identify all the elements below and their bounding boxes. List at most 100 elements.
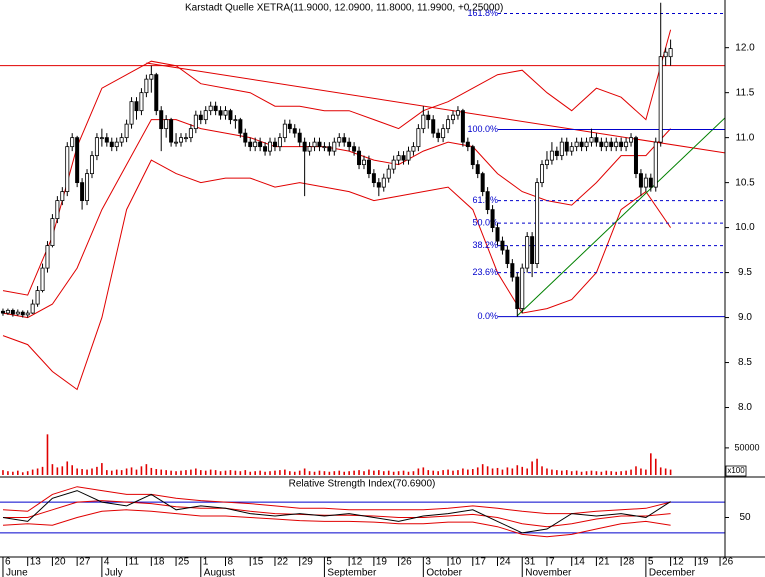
candle-body xyxy=(307,146,312,152)
candle-body xyxy=(386,168,391,179)
x-tick-label: 10 xyxy=(450,557,462,568)
y-tick-label: 8.0 xyxy=(738,402,752,413)
candle-body xyxy=(505,249,510,264)
x-tick-label: 12 xyxy=(673,557,685,568)
fib-label: 100.0% xyxy=(467,124,498,134)
month-label: June xyxy=(6,568,28,577)
x-tick-label: 4 xyxy=(104,557,110,568)
candle-body xyxy=(530,236,535,264)
candle-body xyxy=(114,141,119,148)
candle-body xyxy=(159,110,164,130)
volume-bar xyxy=(120,470,123,475)
volume-bar xyxy=(7,471,9,475)
candle-body xyxy=(174,141,179,144)
volume-bar xyxy=(264,471,266,475)
y-tick-label: 10.5 xyxy=(735,177,755,188)
fib-label: 38.2% xyxy=(472,240,498,250)
month-label: October xyxy=(426,568,462,577)
candle-body xyxy=(322,146,327,149)
candle-body xyxy=(361,159,366,166)
candle-body xyxy=(426,114,431,121)
volume-bar xyxy=(501,469,504,475)
volume-bar xyxy=(378,470,380,475)
volume-bar xyxy=(471,469,474,475)
volume-bar xyxy=(496,467,499,475)
candle-body xyxy=(619,141,624,148)
candle-body xyxy=(124,123,129,139)
candle-body xyxy=(268,141,273,152)
candle-body xyxy=(223,110,228,116)
candle-body xyxy=(292,128,297,134)
volume-bar xyxy=(620,471,622,475)
candle-body xyxy=(515,276,520,309)
candle-body xyxy=(40,267,45,291)
candle-body xyxy=(510,263,515,278)
candle-body xyxy=(441,128,446,139)
candle-body xyxy=(352,146,357,152)
volume-bar xyxy=(531,461,533,475)
month-label: September xyxy=(327,568,377,577)
volume-bar xyxy=(106,470,108,475)
candle-body xyxy=(465,141,470,148)
candle-body xyxy=(396,155,401,161)
chart-title: Karstadt Quelle XETRA(11.9000, 12.0900, … xyxy=(185,3,503,14)
volume-bar xyxy=(170,470,172,475)
candle-body xyxy=(183,137,188,140)
x-tick-label: 19 xyxy=(376,557,388,568)
candle-body xyxy=(406,150,411,161)
rsi-panel xyxy=(0,486,725,538)
volume-bar xyxy=(51,464,54,475)
candle-body xyxy=(302,141,307,152)
volume-bar xyxy=(110,470,113,475)
volume-bar xyxy=(556,470,558,475)
candle-body xyxy=(99,137,104,140)
volume-bar xyxy=(244,470,247,475)
x-tick-label: 24 xyxy=(500,557,512,568)
volume-bar xyxy=(447,469,449,475)
candle-body xyxy=(129,101,134,125)
candle-body xyxy=(500,240,505,251)
volume-bar xyxy=(135,469,138,475)
x-tick-label: 6 xyxy=(5,557,11,568)
volume-bar xyxy=(259,470,261,475)
volume-bar xyxy=(615,471,618,475)
volume-bar xyxy=(432,470,435,475)
fib-label: 161.8% xyxy=(467,8,498,18)
x-tick-label: 26 xyxy=(401,557,413,568)
volume-bar xyxy=(575,470,578,475)
candle-body xyxy=(287,123,292,130)
candle-body xyxy=(282,123,287,139)
volume-bar xyxy=(31,469,34,475)
candle-body xyxy=(154,74,159,112)
x-tick-label: 14 xyxy=(574,557,586,568)
x-tick-label: 22 xyxy=(277,557,289,568)
volume-bar xyxy=(180,470,182,475)
candle-body xyxy=(89,155,94,175)
candle-body xyxy=(480,173,485,193)
candle-body xyxy=(446,119,451,130)
volume-bar xyxy=(358,470,360,475)
volume-bar xyxy=(546,468,548,475)
volume-bar xyxy=(541,466,543,475)
volume-bar xyxy=(625,470,627,475)
volume-bar xyxy=(289,471,291,475)
volume-bar xyxy=(96,466,98,475)
volume-bar xyxy=(17,470,19,475)
volume-bar xyxy=(41,466,44,475)
candle-body xyxy=(312,141,317,148)
x-tick-label: 26 xyxy=(722,557,734,568)
volume-bar xyxy=(536,458,538,475)
y-tick-label: 9.0 xyxy=(738,312,752,323)
candle-body xyxy=(470,146,475,166)
volume-bar xyxy=(12,471,14,475)
volume-bar xyxy=(2,470,4,475)
candle-body xyxy=(475,164,480,175)
volume-bar xyxy=(130,467,133,475)
candle-body xyxy=(228,110,233,121)
candle-body xyxy=(10,309,15,315)
x-tick-label: 25 xyxy=(178,557,190,568)
candle-body xyxy=(75,137,80,184)
volume-bar xyxy=(669,469,672,475)
x-tick-label: 5 xyxy=(326,557,332,568)
volume-bar xyxy=(580,471,583,475)
